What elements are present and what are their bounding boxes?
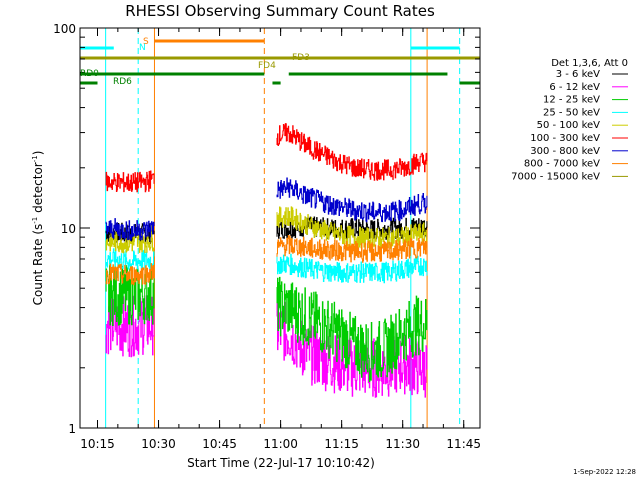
- chart-title: RHESSI Observing Summary Count Rates: [125, 2, 435, 20]
- series-line-300-800-kev: [105, 218, 155, 241]
- legend-label-1: 6 - 12 keV: [549, 82, 600, 93]
- y-tick-label-0: 1: [68, 422, 76, 436]
- x-tick-label-2: 10:45: [202, 437, 237, 451]
- x-axis-label: Start Time (22-Jul-17 10:10:42): [187, 456, 375, 470]
- series-line-50-100-kev: [276, 206, 428, 249]
- series-line-6-12-kev: [276, 301, 428, 398]
- x-tick-label-0: 10:15: [80, 437, 115, 451]
- legend-label-5: 100 - 300 keV: [530, 133, 600, 144]
- x-tick-label-5: 11:30: [385, 437, 420, 451]
- legend-label-0: 3 - 6 keV: [556, 69, 600, 80]
- y-tick-label-1: 10: [61, 222, 76, 236]
- x-tick-label-6: 11:45: [446, 437, 481, 451]
- series-line-800-7000-kev: [276, 235, 428, 263]
- series-line-25-50-kev: [105, 248, 155, 270]
- series-line-25-50-kev: [276, 253, 428, 284]
- legend-label-8: 7000 - 15000 keV: [511, 171, 600, 182]
- series-line-3-6-kev: [276, 216, 428, 240]
- legend-label-3: 25 - 50 keV: [543, 107, 600, 118]
- series-line-100-300-kev: [105, 170, 155, 193]
- annotation-rd6: RD6: [113, 77, 132, 87]
- y-tick-label-2: 100: [53, 22, 76, 36]
- series-line-800-7000-kev: [105, 263, 155, 286]
- x-tick-label-3: 11:00: [263, 437, 298, 451]
- series-line-12-25-kev: [276, 276, 428, 383]
- legend-label-4: 50 - 100 keV: [537, 120, 601, 131]
- annotation-n: N: [139, 43, 146, 53]
- series-line-100-300-kev: [276, 123, 428, 181]
- legend-label-7: 800 - 7000 keV: [524, 159, 600, 170]
- annotation-fd3: FD3: [292, 53, 310, 63]
- x-tick-label-1: 10:30: [141, 437, 176, 451]
- y-axis-label: Count Rate (s-1 detector-1): [31, 151, 45, 306]
- x-tick-label-4: 11:15: [324, 437, 359, 451]
- annotation-s: S: [143, 37, 149, 47]
- legend-label-2: 12 - 25 keV: [543, 95, 600, 106]
- series-line-300-800-kev: [276, 177, 428, 223]
- legend-title: Det 1,3,6, Att 0: [551, 58, 628, 69]
- legend-label-6: 300 - 800 keV: [530, 146, 600, 157]
- annotation-rd0: RD0: [80, 69, 99, 79]
- annotation-fd4: FD4: [258, 61, 276, 71]
- timestamp-label: 1-Sep-2022 12:28: [573, 468, 636, 476]
